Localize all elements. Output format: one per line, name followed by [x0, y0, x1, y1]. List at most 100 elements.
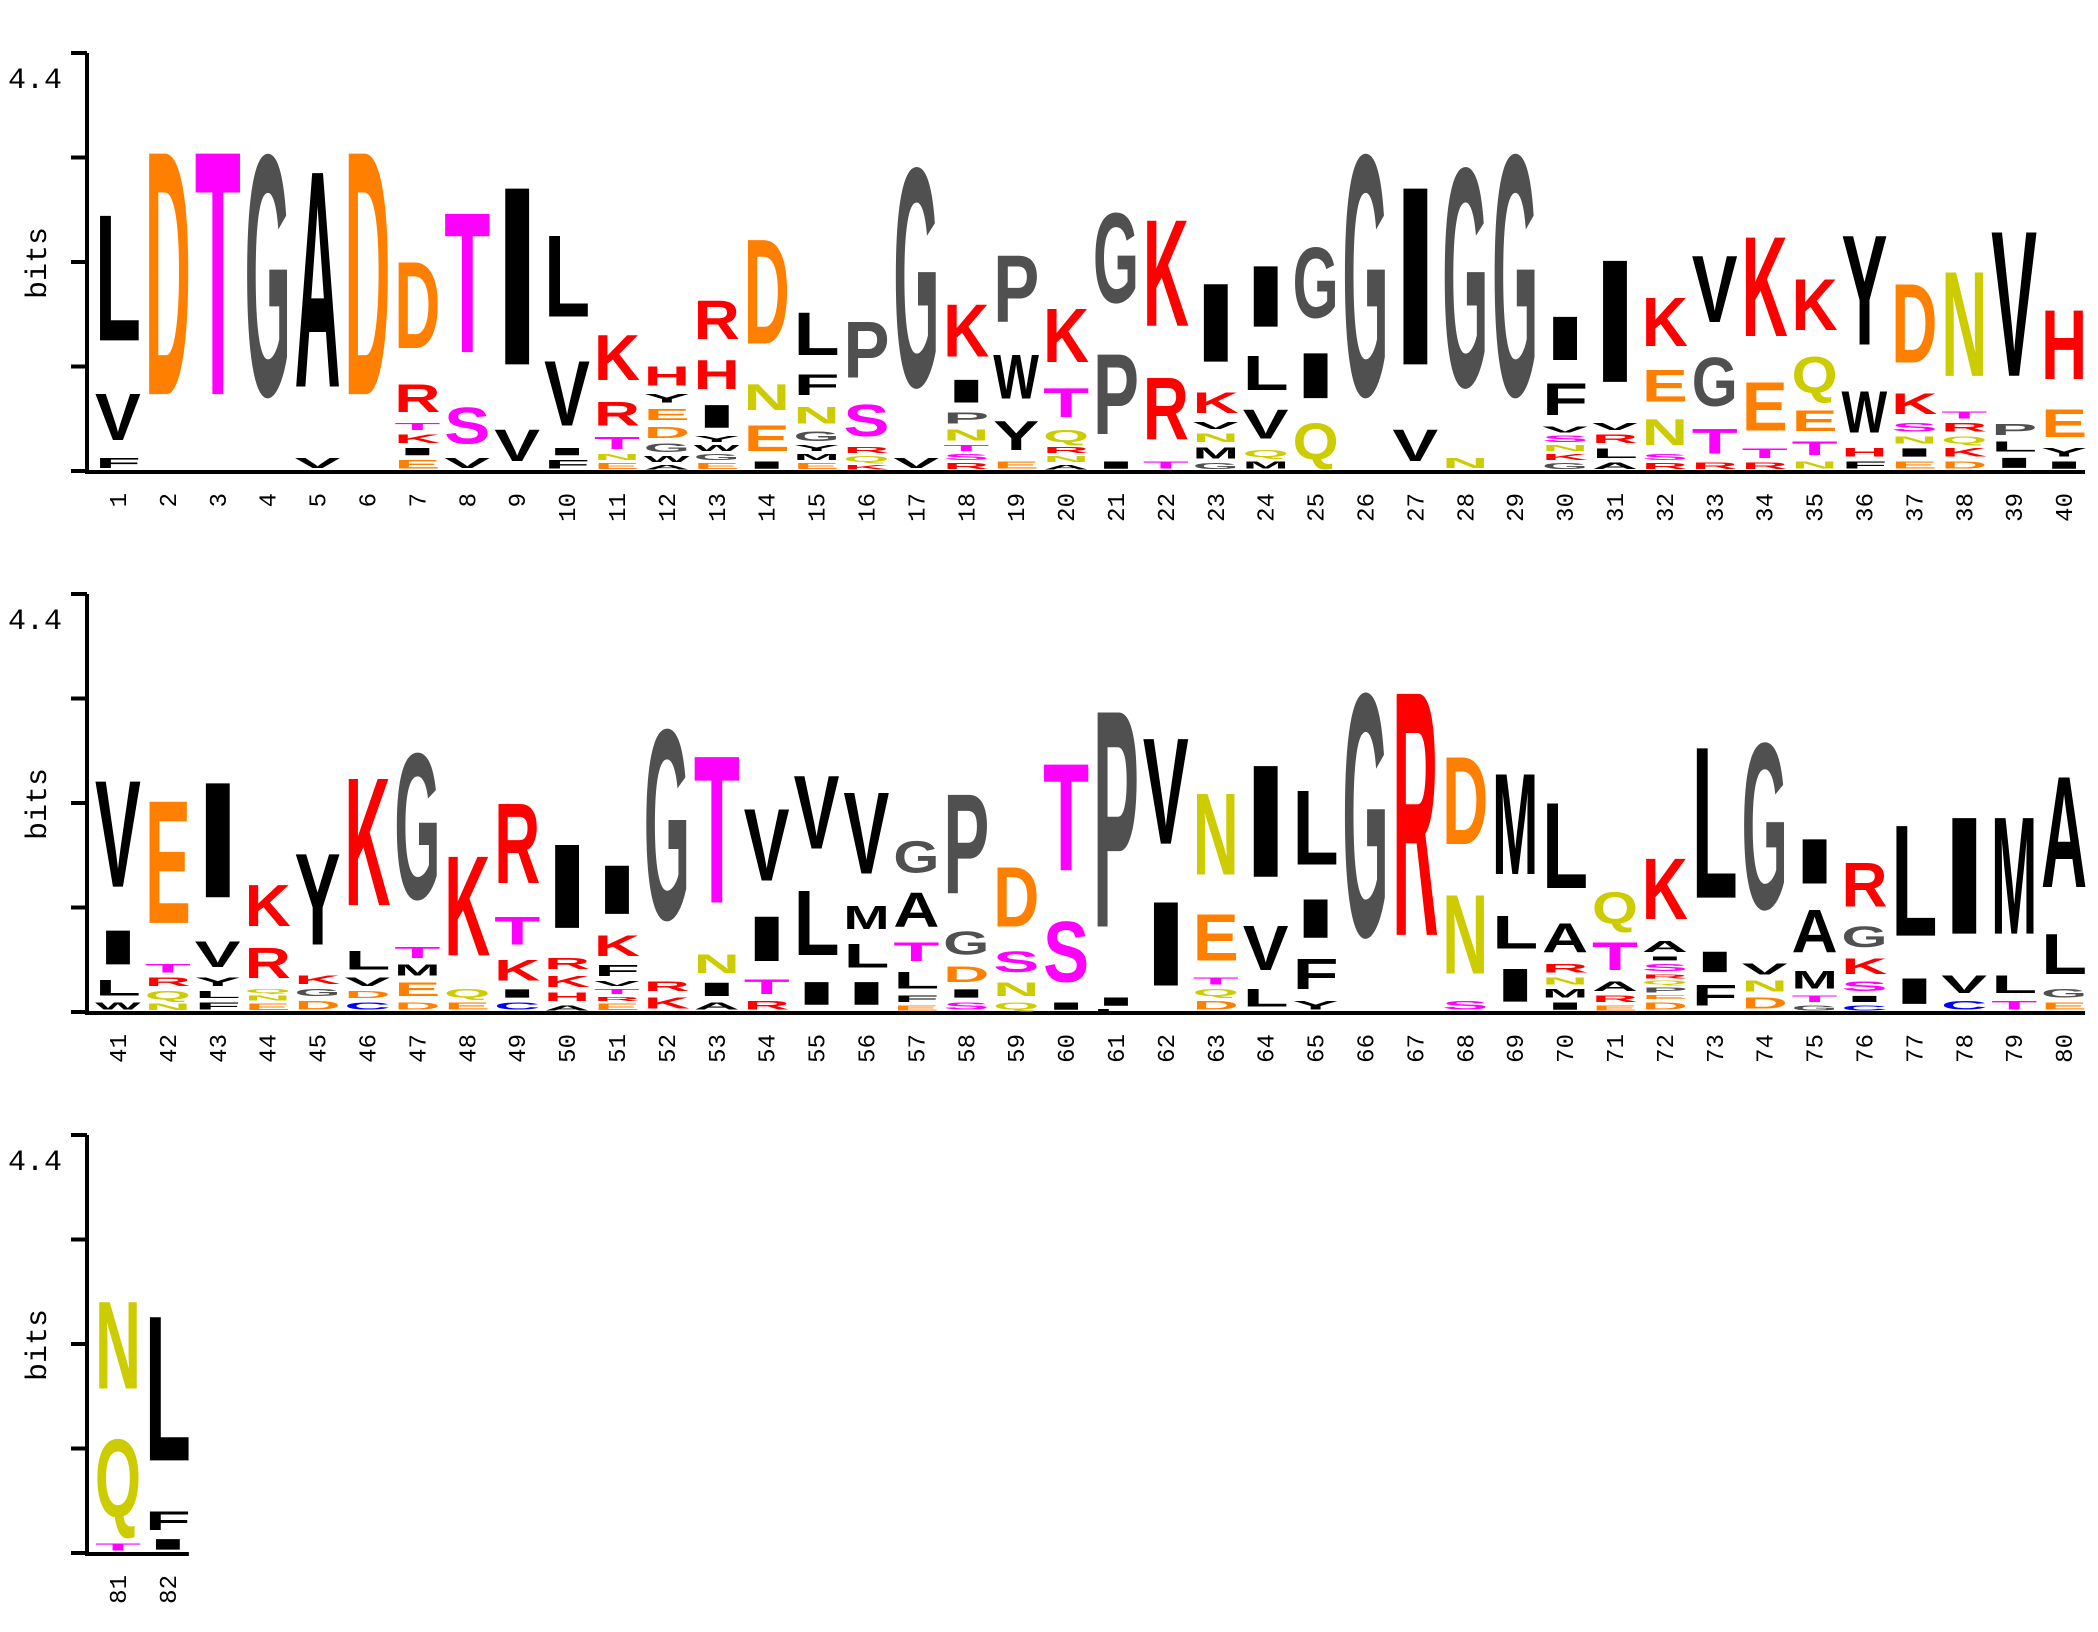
logo-letter-A: A — [1792, 899, 1838, 967]
logo-letter-R: R — [145, 975, 191, 988]
logo-letter-H: H — [2041, 288, 2087, 400]
x-tick-label: 38 — [1953, 493, 1980, 522]
logo-letter-T: T — [394, 944, 440, 961]
logo-letter-R: R — [1542, 962, 1588, 975]
x-tick-label: 15 — [806, 493, 833, 522]
logo-letter-K: K — [295, 973, 341, 986]
logo-letter-I: I — [694, 398, 740, 435]
logo-letter-V: V — [893, 455, 939, 471]
logo-letter-T: T — [494, 908, 540, 953]
logo-letter-T: T — [1592, 933, 1638, 978]
logo-letter-E: E — [1891, 459, 1937, 471]
logo-column: R 67 — [1392, 619, 1438, 1063]
x-tick-label: 9 — [506, 493, 533, 507]
x-tick-label: 82 — [157, 1575, 184, 1604]
logo-letter-L: L — [1991, 970, 2037, 998]
logo-letter-S: S — [844, 396, 890, 446]
logo-letter-N: N — [1742, 978, 1788, 995]
x-tick-label: 30 — [1554, 493, 1581, 522]
logo-letter-E: E — [1642, 994, 1688, 1000]
logo-letter-A: A — [1592, 461, 1638, 471]
logo-letter-Y: Y — [1842, 202, 1888, 378]
logo-column: G4 — [245, 83, 291, 508]
logo-letter-Y: Y — [2041, 446, 2087, 459]
logo-letter-G: G — [1093, 187, 1139, 331]
logo-letter-N: N — [1642, 412, 1688, 453]
logo-letter-I: I — [2041, 459, 2087, 471]
logo-letter-L: L — [1243, 346, 1289, 401]
logo-letter-L: L — [844, 937, 890, 975]
logo-letter-V: V — [844, 769, 890, 900]
logo-letter-E: E — [744, 418, 790, 459]
logo-letter-C: C — [1842, 1004, 1888, 1012]
logo-letter-M: M — [1991, 783, 2037, 970]
logo-letter-L: L — [1293, 767, 1339, 887]
logo-letter-N: N — [1542, 975, 1588, 987]
logo-letter-K: K — [245, 873, 291, 940]
logo-letter-I: I — [1991, 455, 2037, 471]
logo-letter-N: N — [744, 377, 790, 418]
x-tick-label: 70 — [1554, 1034, 1581, 1063]
x-tick-label: 57 — [905, 1034, 932, 1063]
logo-row: 4.4 bits TQN 81 IFL 82 — [8, 1133, 191, 1604]
logo-letter-T: T — [394, 421, 440, 433]
logo-letter-C: C — [345, 1000, 391, 1012]
logo-letter-K: K — [1143, 187, 1189, 358]
logo-letter-S: S — [1043, 903, 1089, 1000]
logo-letter-R: R — [494, 779, 540, 908]
logo-letter-E: E — [245, 1002, 291, 1012]
logo-letter-T: T — [444, 172, 490, 396]
x-tick-label: 59 — [1005, 1034, 1032, 1063]
logo-letter-K: K — [1642, 283, 1688, 361]
logo-letter-K: K — [1891, 387, 1937, 420]
logo-letter-Q: Q — [1642, 980, 1688, 986]
logo-letter-L: L — [794, 300, 840, 369]
logo-column: IPG 21 — [1093, 187, 1139, 522]
logo-letter-L: L — [1692, 703, 1738, 945]
logo-letter-G: G — [794, 429, 840, 444]
logo-letter-M: M — [794, 453, 840, 462]
x-tick-label: 50 — [556, 1034, 583, 1063]
logo-letter-Q: Q — [993, 1000, 1039, 1012]
logo-letter-I: I — [1792, 825, 1838, 897]
x-tick-label: 72 — [1654, 1034, 1681, 1063]
y-axis-title: bits — [22, 768, 56, 840]
logo-letter-L: L — [95, 975, 141, 1000]
logo-letter-E: E — [594, 1002, 640, 1012]
logo-letter-K: K — [1043, 292, 1089, 378]
logo-letter-K: K — [1742, 208, 1788, 367]
logo-letter-R: R — [744, 999, 790, 1012]
logo-letter-D: D — [295, 999, 341, 1012]
logo-letter-W: W — [1842, 380, 1888, 446]
x-tick-label: 63 — [1205, 1034, 1232, 1063]
x-tick-label: 34 — [1754, 493, 1781, 522]
logo-letter-I: I — [943, 373, 989, 410]
logo-letter-E: E — [2041, 1000, 2087, 1012]
logo-letter-G: G — [694, 453, 740, 462]
logo-letter-I: I — [544, 819, 590, 954]
x-tick-label: 78 — [1953, 1034, 1980, 1063]
logo-letter-N: N — [993, 978, 1039, 1000]
logo-letter-V: V — [1243, 913, 1289, 985]
x-tick-label: 47 — [406, 1034, 433, 1063]
logo-letter-N: N — [1193, 770, 1239, 901]
x-tick-label: 51 — [606, 1034, 633, 1063]
logo-letter-Q: Q — [1792, 346, 1838, 404]
logo-letter-K: K — [1193, 386, 1239, 419]
logo-letter-I: I — [1193, 260, 1239, 386]
logo-letter-V: V — [345, 975, 391, 988]
logo-letter-A: A — [694, 1000, 740, 1012]
logo-letter-S: S — [444, 396, 490, 454]
logo-letter-I: I — [1592, 223, 1638, 420]
logo-letter-G: G — [1293, 226, 1339, 340]
logo-letter-T: T — [694, 711, 740, 948]
